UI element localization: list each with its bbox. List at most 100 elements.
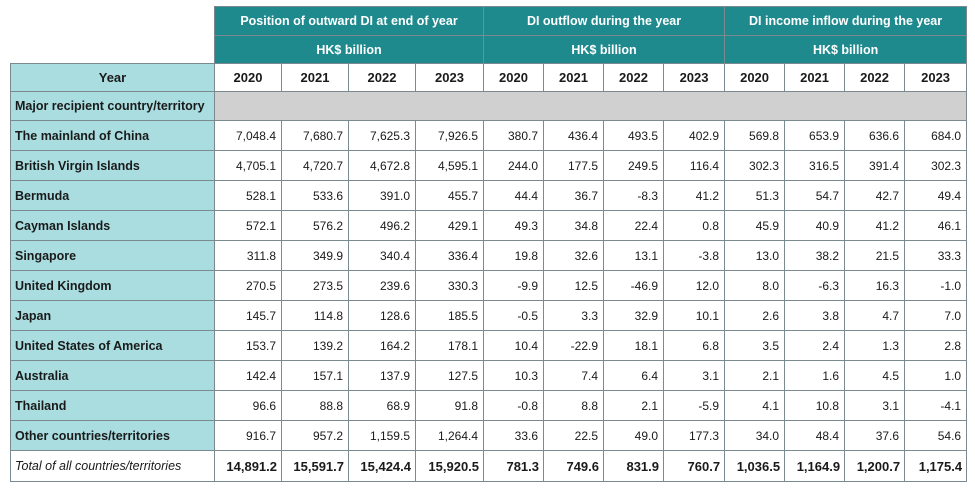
value-cell: 302.3 — [724, 150, 786, 181]
value-cell: 139.2 — [281, 330, 349, 361]
year-cell: 2023 — [414, 63, 485, 92]
value-cell: 157.1 — [281, 360, 349, 391]
value-cell: 49.0 — [603, 420, 665, 451]
value-cell: 49.3 — [483, 210, 545, 241]
value-cell: 572.1 — [214, 210, 282, 241]
value-cell: -9.9 — [483, 270, 545, 301]
value-cell: 44.4 — [483, 180, 545, 211]
total-value-cell: 14,891.2 — [214, 450, 282, 482]
value-cell: 3.1 — [844, 390, 906, 421]
value-cell: 391.4 — [844, 150, 906, 181]
total-row: Total of all countries/territories 14,891… — [10, 450, 968, 482]
value-cell: 46.1 — [904, 210, 968, 241]
section-row: Major recipient country/territory — [10, 91, 968, 121]
table-row: British Virgin Islands 4,705.1 4,720.7 4,67… — [10, 150, 968, 181]
group-header-income: DI income inflow during the year — [724, 6, 968, 36]
year-cell: 2020 — [483, 63, 545, 92]
value-cell: 957.2 — [281, 420, 349, 451]
total-label: Total of all countries/territories — [10, 450, 215, 482]
country-name: Cayman Islands — [10, 210, 215, 241]
value-cell: -0.8 — [483, 390, 545, 421]
value-cell: 2.6 — [724, 300, 786, 331]
value-cell: 51.3 — [724, 180, 786, 211]
value-cell: 18.1 — [603, 330, 665, 361]
value-cell: 2.8 — [904, 330, 968, 361]
value-cell: 349.9 — [281, 240, 349, 271]
value-cell: 3.3 — [543, 300, 605, 331]
value-cell: 16.3 — [844, 270, 906, 301]
value-cell: 114.8 — [281, 300, 349, 331]
value-cell: 2.4 — [784, 330, 846, 361]
year-cell: 2021 — [543, 63, 605, 92]
value-cell: 569.8 — [724, 120, 786, 151]
year-cell: 2020 — [724, 63, 786, 92]
value-cell: 13.0 — [724, 240, 786, 271]
value-cell: 8.8 — [543, 390, 605, 421]
table-row: Thailand 96.6 88.8 68.9 91.8 -0.8 8.8 2.1 -5.9 4.… — [10, 390, 968, 421]
value-cell: 249.5 — [603, 150, 665, 181]
di-table: Position of outward DI at end of year DI… — [10, 6, 968, 482]
value-cell: 6.4 — [603, 360, 665, 391]
value-cell: 7.0 — [904, 300, 968, 331]
total-value-cell: 1,164.9 — [784, 450, 846, 482]
value-cell: 153.7 — [214, 330, 282, 361]
total-value-cell: 760.7 — [663, 450, 726, 482]
value-cell: 7,048.4 — [214, 120, 282, 151]
value-cell: 37.6 — [844, 420, 906, 451]
value-cell: 1.3 — [844, 330, 906, 361]
value-cell: 429.1 — [414, 210, 485, 241]
value-cell: 402.9 — [663, 120, 726, 151]
country-name: Other countries/territories — [10, 420, 215, 451]
total-value-cell: 1,200.7 — [844, 450, 906, 482]
value-cell: 34.0 — [724, 420, 786, 451]
value-cell: 239.6 — [348, 270, 416, 301]
value-cell: 22.5 — [543, 420, 605, 451]
value-cell: 32.9 — [603, 300, 665, 331]
value-cell: 12.0 — [663, 270, 726, 301]
value-cell: 636.6 — [844, 120, 906, 151]
value-cell: 653.9 — [784, 120, 846, 151]
value-cell: 88.8 — [281, 390, 349, 421]
unit-position: HK$ billion — [213, 35, 485, 64]
total-value-cell: 1,175.4 — [904, 450, 968, 482]
value-cell: 10.3 — [483, 360, 545, 391]
value-cell: 40.9 — [784, 210, 846, 241]
table-row: Australia 142.4 157.1 137.9 127.5 10.3 7.4 6.4 3… — [10, 360, 968, 391]
year-cell: 2023 — [904, 63, 968, 92]
year-cell: 2022 — [603, 63, 665, 92]
value-cell: 4.1 — [724, 390, 786, 421]
value-cell: 54.7 — [784, 180, 846, 211]
value-cell: 91.8 — [414, 390, 485, 421]
value-cell: 127.5 — [414, 360, 485, 391]
value-cell: 3.8 — [784, 300, 846, 331]
year-cell: 2022 — [844, 63, 906, 92]
value-cell: 41.2 — [844, 210, 906, 241]
value-cell: 7,680.7 — [281, 120, 349, 151]
value-cell: 42.7 — [844, 180, 906, 211]
value-cell: 13.1 — [603, 240, 665, 271]
table-row: United Kingdom 270.5 273.5 239.6 330.3 -9.9 12… — [10, 270, 968, 301]
value-cell: 533.6 — [281, 180, 349, 211]
total-value-cell: 15,920.5 — [414, 450, 485, 482]
value-cell: 36.7 — [543, 180, 605, 211]
country-name: United Kingdom — [10, 270, 215, 301]
country-name: Thailand — [10, 390, 215, 421]
value-cell: -4.1 — [904, 390, 968, 421]
year-label: Year — [10, 63, 215, 92]
value-cell: -46.9 — [603, 270, 665, 301]
value-cell: -5.9 — [663, 390, 726, 421]
group-header-outflow: DI outflow during the year — [483, 6, 726, 36]
value-cell: 7,625.3 — [348, 120, 416, 151]
value-cell: 12.5 — [543, 270, 605, 301]
value-cell: 1.0 — [904, 360, 968, 391]
country-name: Australia — [10, 360, 215, 391]
value-cell: 916.7 — [214, 420, 282, 451]
section-label: Major recipient country/territory — [10, 91, 215, 121]
value-cell: 33.6 — [483, 420, 545, 451]
value-cell: 2.1 — [603, 390, 665, 421]
value-cell: 41.2 — [663, 180, 726, 211]
value-cell: 4.7 — [844, 300, 906, 331]
table-row: Japan 145.7 114.8 128.6 185.5 -0.5 3.3 32.9 10.1… — [10, 300, 968, 331]
group-header-row: Position of outward DI at end of year DI… — [10, 6, 968, 64]
value-cell: 49.4 — [904, 180, 968, 211]
